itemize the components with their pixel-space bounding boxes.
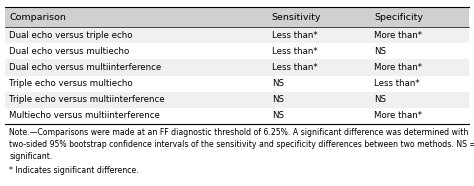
Text: Less than*: Less than*: [374, 79, 419, 88]
FancyBboxPatch shape: [5, 60, 469, 76]
Text: Sensitivity: Sensitivity: [272, 13, 321, 22]
Text: NS: NS: [272, 95, 284, 104]
Text: Triple echo versus multiinterference: Triple echo versus multiinterference: [9, 95, 165, 104]
Text: More than*: More than*: [374, 63, 422, 72]
Text: NS: NS: [374, 95, 386, 104]
Text: NS: NS: [272, 79, 284, 88]
FancyBboxPatch shape: [5, 7, 469, 27]
Text: Less than*: Less than*: [272, 63, 318, 72]
Text: Dual echo versus multiinterference: Dual echo versus multiinterference: [9, 63, 162, 72]
FancyBboxPatch shape: [5, 92, 469, 108]
Text: More than*: More than*: [374, 31, 422, 40]
Text: Dual echo versus triple echo: Dual echo versus triple echo: [9, 31, 133, 40]
Text: * Indicates significant difference.: * Indicates significant difference.: [9, 166, 139, 175]
Text: Specificity: Specificity: [374, 13, 423, 22]
Text: Multiecho versus multiinterference: Multiecho versus multiinterference: [9, 111, 160, 120]
Text: Triple echo versus multiecho: Triple echo versus multiecho: [9, 79, 133, 88]
Text: More than*: More than*: [374, 111, 422, 120]
Text: Dual echo versus multiecho: Dual echo versus multiecho: [9, 47, 129, 56]
FancyBboxPatch shape: [5, 27, 469, 43]
Text: NS: NS: [272, 111, 284, 120]
Text: NS: NS: [374, 47, 386, 56]
Text: Less than*: Less than*: [272, 31, 318, 40]
Text: Note.—Comparisons were made at an FF diagnostic threshold of 6.25%. A significan: Note.—Comparisons were made at an FF dia…: [9, 128, 474, 161]
Text: Comparison: Comparison: [9, 13, 66, 22]
Text: Less than*: Less than*: [272, 47, 318, 56]
